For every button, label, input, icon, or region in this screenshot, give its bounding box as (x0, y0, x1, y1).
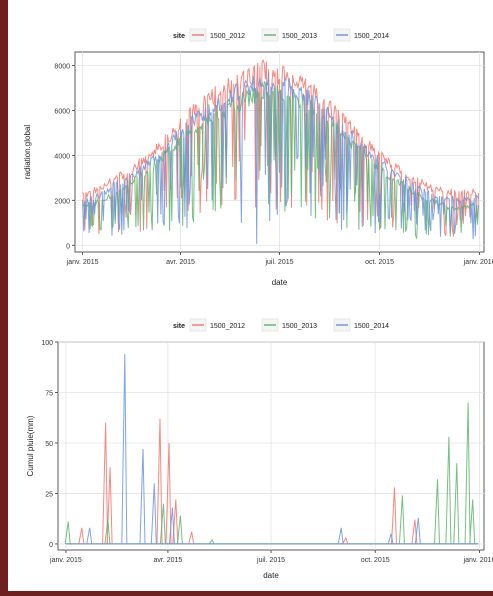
charts-svg: 0 2000 4000 6000 8000 janv. 2015 avr. 2015 juil… (23, 28, 493, 580)
legend-label: 1500_2014 (354, 323, 389, 330)
y-tick-label: 4000 (54, 153, 70, 160)
chart-panel: 0 2000 4000 6000 8000 janv. 2015 avr. 2015 juil… (8, 0, 493, 591)
x-tick-label: oct. 2015 (365, 259, 394, 266)
legend-label: 1500_2014 (354, 33, 389, 40)
legend-title: site (173, 33, 185, 40)
x-tick-label: avr. 2015 (166, 259, 195, 266)
series-group (82, 59, 480, 244)
legend-label: 1500_2012 (210, 323, 245, 330)
x-tick-label: janv. 2016 (463, 557, 493, 564)
series-line (65, 354, 479, 545)
y-tick-label: 0 (49, 542, 53, 549)
x-tick-label: janv. 2016 (463, 259, 493, 266)
x-tick-label: oct. 2015 (361, 557, 390, 564)
y-tick-label: 0 (66, 243, 70, 250)
x-axis-label: date (272, 278, 288, 287)
x-tick-label: janv. 2015 (66, 259, 99, 266)
legend-label: 1500_2013 (282, 323, 317, 330)
y-tick-label: 100 (41, 340, 53, 347)
y-tick-label: 50 (45, 441, 53, 448)
y-tick-label: 25 (45, 491, 53, 498)
x-tick-label: juil. 2015 (264, 259, 293, 266)
series-line (82, 59, 480, 237)
y-tick-label: 6000 (54, 108, 70, 115)
x-axis-label: date (263, 571, 279, 580)
y-axis-label: radiation.global (23, 125, 32, 179)
legend-label: 1500_2013 (282, 33, 317, 40)
series-line (82, 72, 480, 244)
y-tick-label: 2000 (54, 198, 70, 205)
x-tick-label: janv. 2015 (49, 557, 82, 564)
series-group (64, 354, 479, 545)
x-tick-label: avr. 2015 (153, 557, 182, 564)
y-axis-label: Cumul pluie(mm) (26, 415, 35, 476)
y-tick-label: 75 (45, 390, 53, 397)
legend-label: 1500_2012 (210, 33, 245, 40)
y-tick-label: 8000 (54, 63, 70, 70)
legend-title: site (173, 323, 185, 330)
x-tick-label: juil. 2015 (256, 557, 285, 564)
